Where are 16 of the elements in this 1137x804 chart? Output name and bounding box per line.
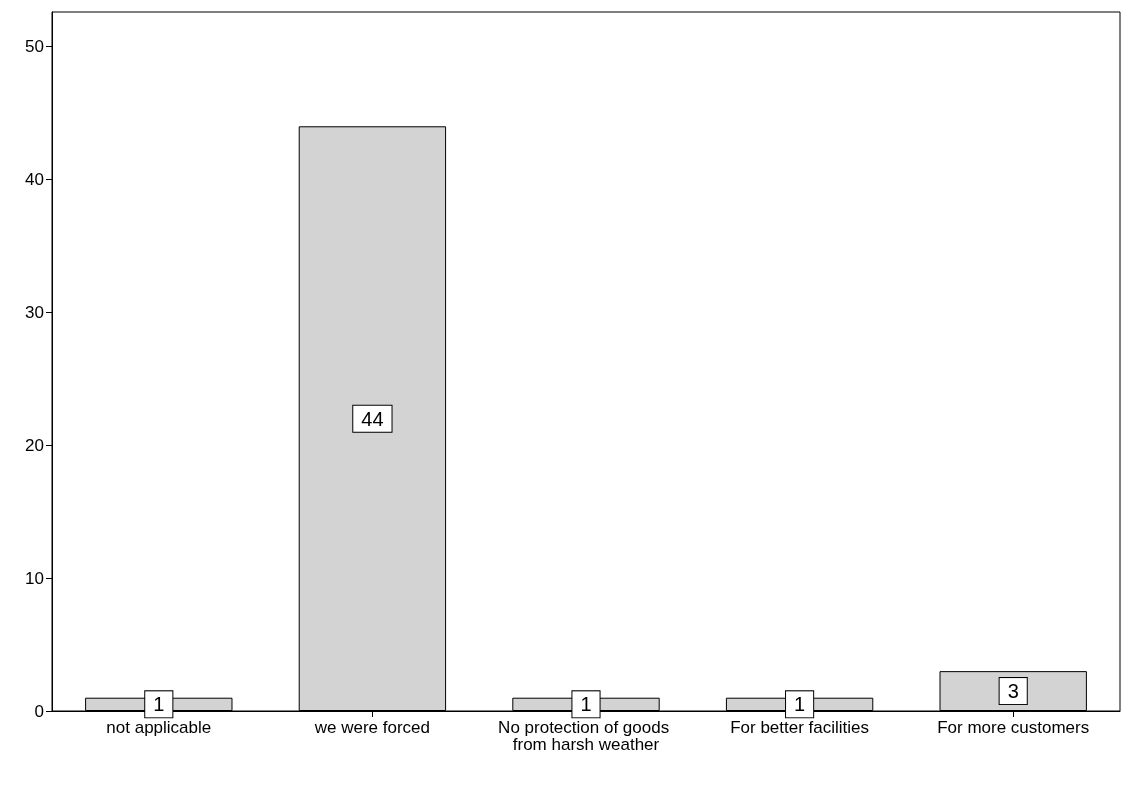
data-label: 44 (361, 407, 384, 430)
y-tick-label: 20 (25, 435, 44, 455)
y-tick-label: 50 (25, 37, 44, 57)
y-tick-label: 30 (25, 302, 44, 322)
data-label: 1 (580, 693, 592, 716)
data-label: 3 (1007, 680, 1019, 703)
y-tick-label: 0 (34, 701, 44, 721)
x-tick-label: we were forced (313, 718, 431, 737)
x-tick-label: For better facilities (730, 718, 870, 737)
x-tick-label: not applicable (106, 718, 212, 737)
data-label: 1 (794, 693, 806, 716)
x-tick-label: No protection of goods from harsh weather (498, 718, 674, 754)
data-label: 1 (153, 693, 165, 716)
x-tick-label: For more customers (937, 718, 1090, 737)
y-tick-label: 40 (25, 169, 44, 189)
y-tick-label: 10 (25, 568, 44, 588)
